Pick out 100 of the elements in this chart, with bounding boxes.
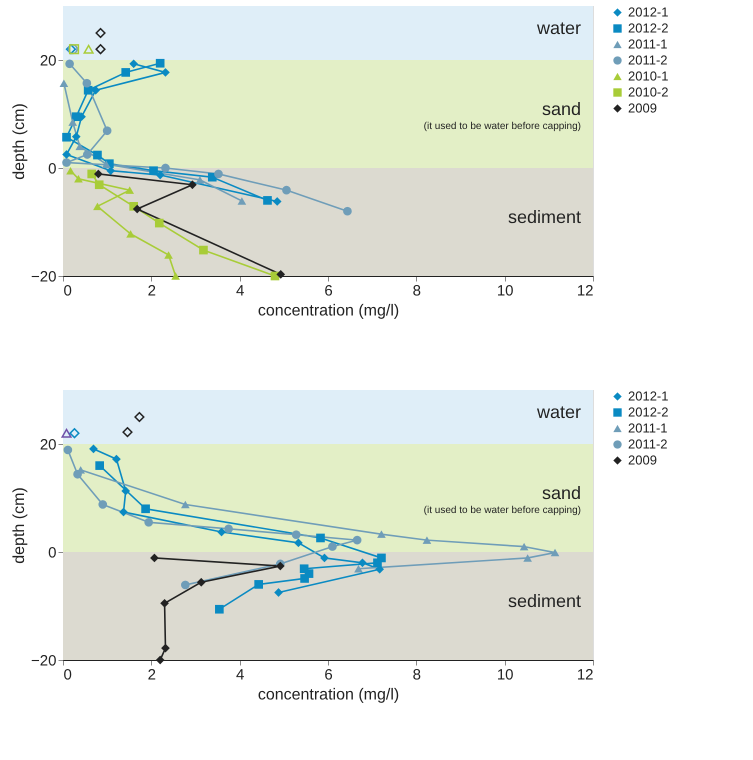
- x-tick-label: 2: [148, 282, 156, 300]
- x-tick-label: 12: [576, 666, 594, 684]
- point: [164, 251, 173, 259]
- x-axis-title: concentration (mg/l): [258, 686, 400, 704]
- point: [550, 548, 560, 556]
- x-tick-label: 4: [236, 282, 244, 300]
- x-axis-title: concentration (mg/l): [258, 302, 400, 320]
- point: [343, 206, 352, 216]
- legend-label: 2012-2: [628, 404, 668, 420]
- point: [82, 150, 92, 159]
- point: [300, 574, 309, 583]
- legend-label: 2010-1: [628, 68, 668, 84]
- point: [196, 176, 204, 184]
- y-tick-label: 20: [40, 436, 56, 454]
- point: [62, 132, 71, 142]
- point: [62, 150, 71, 159]
- point: [520, 542, 528, 550]
- x-tick-label: 0: [64, 666, 72, 684]
- point: [181, 580, 190, 590]
- point: [263, 196, 272, 205]
- point: [354, 564, 363, 572]
- point: [112, 454, 121, 464]
- point: [121, 486, 130, 496]
- x-tick-label: 6: [324, 282, 333, 300]
- point: [292, 530, 301, 540]
- point: [188, 180, 197, 190]
- x-tick-label: 4: [236, 666, 244, 684]
- point: [196, 578, 206, 587]
- legend-label: 2012-2: [628, 20, 668, 36]
- point: [95, 461, 104, 470]
- point: [62, 158, 71, 167]
- legend-label: 2010-2: [628, 84, 668, 100]
- x-tick-label: 10: [496, 282, 514, 300]
- point: [161, 68, 170, 77]
- point: [134, 412, 144, 422]
- point: [377, 530, 386, 538]
- point: [75, 142, 84, 150]
- point: [144, 518, 154, 527]
- y-tick-label: −20: [31, 268, 56, 286]
- point: [149, 166, 158, 176]
- point: [87, 170, 96, 178]
- point: [181, 500, 190, 508]
- point: [274, 588, 283, 597]
- point: [320, 554, 329, 562]
- point: [84, 44, 94, 54]
- annotation: (it used to be water before capping): [424, 505, 581, 516]
- point: [422, 536, 432, 544]
- point: [161, 644, 170, 652]
- point: [129, 59, 138, 68]
- point: [316, 534, 325, 542]
- legend-label: 2011-2: [628, 436, 668, 452]
- point: [156, 656, 164, 664]
- point: [160, 598, 169, 608]
- point: [214, 170, 223, 178]
- y-tick-label: 0: [48, 544, 56, 562]
- point: [65, 59, 74, 68]
- legend-label: 2009: [628, 452, 657, 468]
- point: [276, 270, 286, 279]
- point: [132, 204, 142, 214]
- point: [64, 446, 72, 454]
- legend-label: 2012-1: [628, 388, 668, 404]
- point: [523, 554, 532, 562]
- point: [72, 112, 81, 122]
- point: [294, 538, 303, 548]
- legend-label: 2011-1: [628, 420, 668, 436]
- band-label: sediment: [508, 207, 581, 227]
- x-tick-label: 2: [148, 666, 156, 684]
- x-tick-label: 0: [64, 282, 72, 300]
- point: [154, 218, 164, 228]
- point: [156, 58, 164, 68]
- y-tick-label: 0: [48, 160, 56, 178]
- point: [150, 554, 159, 562]
- point: [89, 444, 98, 454]
- point: [94, 180, 104, 190]
- point: [94, 170, 103, 178]
- point: [68, 118, 78, 126]
- point: [373, 558, 382, 568]
- point: [171, 272, 180, 280]
- point: [224, 524, 233, 534]
- point: [358, 558, 367, 568]
- point: [102, 160, 111, 168]
- legend-label: 2009: [628, 100, 657, 116]
- y-axis-title: depth (cm): [11, 103, 28, 180]
- point: [125, 186, 134, 194]
- point: [66, 166, 75, 174]
- point: [60, 79, 68, 87]
- x-tick-label: 8: [412, 666, 422, 684]
- legend-label: 2011-2: [628, 52, 668, 68]
- point: [254, 580, 263, 589]
- point: [73, 470, 82, 479]
- point: [95, 44, 106, 54]
- point: [72, 132, 81, 142]
- point: [119, 508, 128, 516]
- point: [141, 504, 150, 514]
- point: [69, 428, 80, 438]
- point: [122, 427, 133, 438]
- point: [272, 197, 282, 206]
- point: [238, 197, 246, 205]
- band-label: sand: [542, 99, 581, 119]
- point: [102, 126, 112, 136]
